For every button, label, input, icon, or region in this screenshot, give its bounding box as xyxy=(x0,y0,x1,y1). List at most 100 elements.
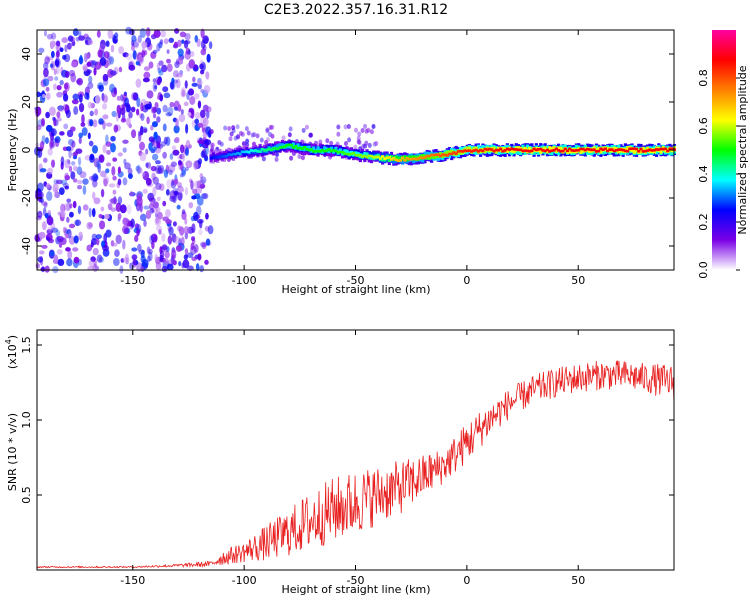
heatmap-noise-cell xyxy=(122,147,127,153)
heatmap-noise-cell xyxy=(42,207,47,217)
heatmap-noise-cell xyxy=(188,59,196,69)
heatmap-ridge-cell xyxy=(458,150,463,153)
heatmap-ridge-cell xyxy=(505,147,509,151)
heatmap-noise-cell xyxy=(72,178,78,183)
heatmap-ridge-cell xyxy=(414,157,418,161)
heatmap-noise-cell xyxy=(56,117,62,122)
heatmap-noise-cell xyxy=(197,122,204,128)
heatmap-noise-cell xyxy=(117,213,122,220)
spectrogram-panel: -150 -100 -50 0 50 -40 -20 0 20 40 Height of str… xyxy=(6,26,676,296)
heatmap-ridge-cell xyxy=(528,146,532,152)
heatmap-ridge-cell xyxy=(438,151,443,157)
snr-x-ticks: -150 -100 -50 0 50 xyxy=(120,330,585,587)
heatmap-noise-cell xyxy=(160,30,167,38)
heatmap-noise-cell xyxy=(190,242,195,250)
heatmap-noise-cell xyxy=(53,83,57,91)
heatmap-ridge-cell xyxy=(276,144,280,150)
heatmap-noise-cell xyxy=(88,140,94,147)
heatmap-noise-cell xyxy=(59,47,64,53)
heatmap-noise-cell xyxy=(105,141,112,147)
heatmap-noise-cell xyxy=(52,116,56,121)
heatmap-ridge-cell xyxy=(332,149,336,152)
spectrogram-y-tick-label: 0 xyxy=(20,147,33,154)
heatmap-noise-cell xyxy=(154,85,158,90)
heatmap-noise-cell xyxy=(103,178,108,187)
heatmap-noise-cell xyxy=(56,84,62,91)
heatmap-noise-cell xyxy=(171,178,175,186)
heatmap-noise-cell xyxy=(174,136,180,144)
heatmap-noise-cell xyxy=(105,40,110,47)
heatmap-ridge-cell xyxy=(314,149,318,153)
heatmap-noise-cell xyxy=(154,212,159,218)
heatmap-noise-cell xyxy=(111,110,117,118)
heatmap-noise-cell xyxy=(190,180,194,190)
heatmap-noise-cell xyxy=(126,204,132,215)
heatmap-noise-cell xyxy=(354,127,359,133)
heatmap-ridge-cell xyxy=(552,148,556,152)
heatmap-noise-cell xyxy=(72,28,79,37)
heatmap-noise-cell xyxy=(86,61,92,67)
heatmap-noise-cell xyxy=(55,44,62,52)
heatmap-noise-cell xyxy=(369,129,374,135)
heatmap-noise-cell xyxy=(191,256,198,262)
heatmap-noise-cell xyxy=(73,256,80,264)
heatmap-noise-cell xyxy=(94,174,99,181)
heatmap-noise-cell xyxy=(264,139,269,145)
heatmap-noise-cell xyxy=(76,77,84,86)
heatmap-ridge-cell xyxy=(345,152,349,156)
heatmap-noise-cell xyxy=(89,110,94,117)
heatmap-noise-cell xyxy=(102,114,109,120)
spectrogram-x-ticks: -150 -100 -50 0 50 xyxy=(120,30,585,287)
heatmap-noise-cell xyxy=(39,168,47,173)
heatmap-ridge-cell xyxy=(579,148,583,154)
heatmap-noise-cell xyxy=(60,156,65,166)
heatmap-ridge-cell xyxy=(363,151,367,157)
heatmap-noise-cell xyxy=(250,132,255,138)
heatmap-noise-cell xyxy=(99,57,107,66)
heatmap-noise-cell xyxy=(77,156,82,166)
heatmap-noise-cell xyxy=(78,35,86,41)
heatmap-ridge-cell xyxy=(376,155,380,159)
heatmap-noise-cell xyxy=(98,118,104,125)
heatmap-noise-cell xyxy=(66,146,72,152)
heatmap-noise-cell xyxy=(357,131,362,137)
heatmap-ridge-cell xyxy=(412,157,416,161)
heatmap-ridge-cell xyxy=(311,150,316,153)
heatmap-noise-cell xyxy=(166,263,174,271)
heatmap-noise-region xyxy=(34,26,379,274)
heatmap-noise-cell xyxy=(78,231,84,241)
colorbar-ticks: 0.0 0.2 0.4 0.6 0.8 xyxy=(697,69,740,279)
heatmap-ridge-cell xyxy=(599,148,603,154)
heatmap-noise-cell xyxy=(84,92,90,100)
heatmap-noise-cell xyxy=(196,80,203,86)
heatmap-ridge-cell xyxy=(274,147,278,150)
heatmap-ridge-cell xyxy=(365,155,369,159)
heatmap-noise-cell xyxy=(281,135,286,141)
heatmap-noise-cell xyxy=(157,164,165,174)
heatmap-noise-cell xyxy=(106,149,111,155)
heatmap-noise-cell xyxy=(82,185,87,195)
heatmap-noise-cell xyxy=(62,226,67,234)
heatmap-noise-cell xyxy=(152,49,158,54)
heatmap-noise-cell xyxy=(197,253,202,261)
heatmap-ridge xyxy=(209,139,676,166)
heatmap-noise-cell xyxy=(231,128,236,134)
heatmap-noise-cell xyxy=(82,204,89,211)
heatmap-noise-cell xyxy=(195,186,203,195)
heatmap-noise-cell xyxy=(199,63,205,70)
heatmap-ridge-cell xyxy=(311,146,316,152)
heatmap-noise-cell xyxy=(344,141,349,147)
heatmap-noise-cell xyxy=(49,140,53,150)
heatmap-noise-cell xyxy=(62,104,70,111)
heatmap-noise-cell xyxy=(56,111,61,119)
heatmap-ridge-cell xyxy=(396,159,400,162)
heatmap-ridge-cell xyxy=(305,147,309,151)
heatmap-noise-cell xyxy=(177,39,182,47)
heatmap-noise-cell xyxy=(65,109,71,119)
heatmap-noise-cell xyxy=(46,33,54,40)
heatmap-ridge-cell xyxy=(512,148,516,154)
heatmap-ridge-cell xyxy=(316,149,320,153)
heatmap-noise-cell xyxy=(176,73,183,78)
snr-y-label: SNR (10 * v/v) xyxy=(6,413,19,491)
heatmap-noise-cell xyxy=(158,229,162,235)
